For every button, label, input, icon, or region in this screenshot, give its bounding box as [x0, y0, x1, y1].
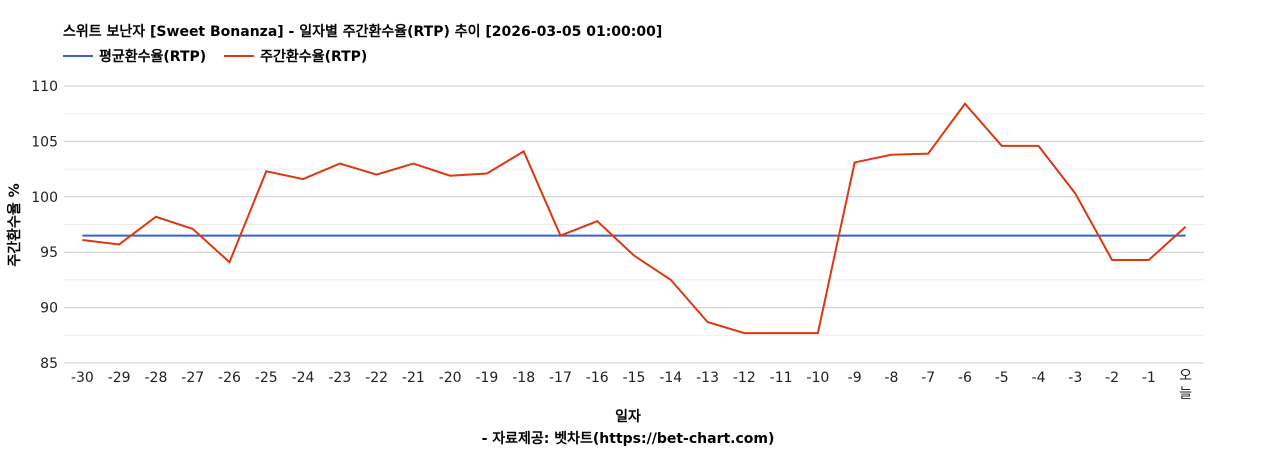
- x-tick-label: -9: [848, 370, 862, 386]
- x-axis-title: 일자: [615, 409, 641, 425]
- x-tick-label: -4: [1032, 370, 1046, 386]
- x-tick-label: -29: [108, 370, 131, 386]
- x-tick-label: -14: [659, 370, 682, 386]
- y-tick-label: 110: [31, 79, 58, 95]
- x-tick-label: -24: [292, 370, 315, 386]
- x-tick-label: -5: [995, 370, 1009, 386]
- x-tick-label: -1: [1142, 370, 1156, 386]
- chart-title: 스위트 보난자 [Sweet Bonanza] - 일자별 주간환수율(RTP)…: [63, 24, 663, 40]
- y-axis-title: 주간환수율 %: [6, 183, 23, 266]
- x-tick-label: -16: [586, 370, 609, 386]
- y-tick-label: 85: [40, 356, 58, 372]
- x-tick-label: -21: [402, 370, 425, 386]
- x-tick-label: -22: [365, 370, 388, 386]
- x-tick-label: -12: [733, 370, 756, 386]
- y-tick-label: 90: [40, 301, 58, 317]
- x-tick-label: -18: [512, 370, 535, 386]
- x-tick-label: -15: [623, 370, 646, 386]
- legend: 평균환수율(RTP) 주간환수율(RTP): [63, 46, 367, 66]
- x-tick-label: -6: [958, 370, 972, 386]
- y-tick-label: 95: [40, 245, 58, 261]
- legend-swatch: [224, 55, 255, 57]
- x-tick-label: -13: [696, 370, 719, 386]
- x-tick-label: -7: [921, 370, 935, 386]
- x-tick-label: -20: [439, 370, 462, 386]
- x-tick-label: -11: [770, 370, 793, 386]
- legend-label: 평균환수율(RTP): [99, 49, 207, 65]
- series-line-weekly: [82, 102, 1187, 335]
- x-tick-label: -8: [884, 370, 898, 386]
- y-tick-label: 100: [31, 190, 58, 206]
- x-tick-label: -26: [218, 370, 241, 386]
- x-tick-label: -2: [1105, 370, 1119, 386]
- x-tick-label: -19: [475, 370, 498, 386]
- y-tick-label: 105: [31, 134, 58, 150]
- x-tick-label: -25: [255, 370, 278, 386]
- x-tick-label: -27: [181, 370, 204, 386]
- x-tick-label: -28: [144, 370, 167, 386]
- x-tick-label: -3: [1068, 370, 1082, 386]
- legend-item-weekly[interactable]: 주간환수율(RTP): [224, 46, 367, 66]
- source-note: - 자료제공: 벳차트(https://bet-chart.com): [482, 430, 775, 447]
- x-tick-label: -30: [71, 370, 94, 386]
- x-tick-label: -10: [806, 370, 829, 386]
- legend-label: 주간환수율(RTP): [260, 49, 368, 65]
- legend-swatch: [63, 55, 93, 57]
- legend-item-average[interactable]: 평균환수율(RTP): [63, 46, 206, 66]
- x-tick-label: -17: [549, 370, 572, 386]
- x-tick-label: -23: [328, 370, 351, 386]
